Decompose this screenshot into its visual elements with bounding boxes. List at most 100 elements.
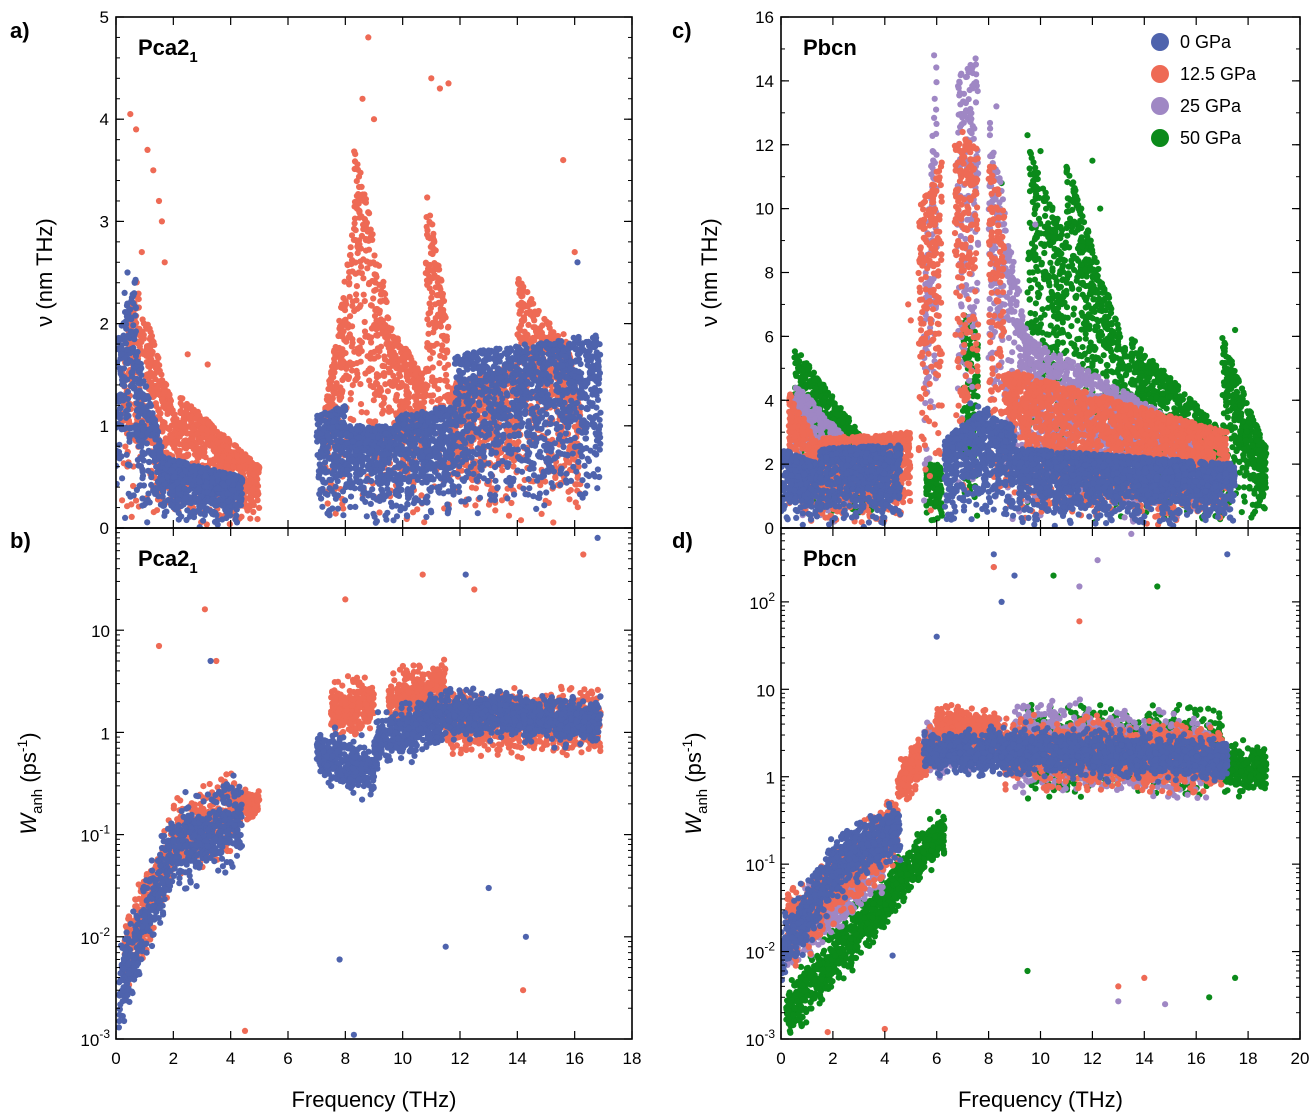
data-point — [144, 393, 151, 400]
data-point — [404, 373, 411, 380]
data-point — [360, 490, 367, 497]
data-point — [340, 512, 347, 519]
data-point — [372, 261, 379, 268]
data-point — [336, 431, 343, 438]
data-point — [342, 316, 349, 323]
data-point — [352, 151, 359, 158]
data-point — [139, 316, 146, 323]
data-point — [135, 413, 142, 420]
data-point — [393, 513, 401, 520]
data-point — [412, 371, 419, 378]
data-point — [240, 456, 247, 464]
data-point — [349, 438, 357, 445]
data-point — [385, 324, 392, 331]
data-point — [344, 439, 351, 446]
data-point — [403, 431, 410, 438]
data-point — [335, 463, 342, 470]
data-point — [429, 364, 436, 371]
data-point — [472, 502, 479, 509]
data-point — [219, 502, 226, 509]
data-point — [127, 493, 134, 500]
data-point — [439, 317, 446, 324]
data-point — [355, 200, 362, 207]
data-point — [195, 507, 202, 514]
data-point — [332, 483, 339, 490]
data-point — [424, 194, 431, 201]
data-point — [157, 448, 164, 455]
data-point — [140, 335, 147, 342]
data-point — [119, 497, 126, 504]
data-point — [245, 503, 252, 510]
outlier-point — [370, 116, 378, 123]
data-point — [347, 390, 354, 397]
data-point — [333, 438, 340, 445]
data-point — [349, 339, 356, 346]
data-point — [224, 445, 231, 452]
data-point — [166, 426, 173, 433]
data-point — [528, 296, 535, 303]
data-point — [182, 468, 189, 475]
data-point — [552, 473, 559, 480]
data-point — [244, 478, 251, 485]
data-point — [380, 394, 388, 401]
data-point — [224, 507, 231, 514]
data-point — [210, 500, 217, 507]
data-point — [120, 365, 128, 372]
data-point — [365, 367, 372, 374]
data-point — [432, 284, 439, 291]
data-point — [145, 363, 152, 370]
data-point — [329, 424, 336, 431]
data-point — [527, 311, 534, 318]
data-point — [238, 476, 245, 483]
data-point — [238, 513, 245, 520]
data-point — [427, 507, 434, 514]
data-point — [444, 501, 451, 508]
data-point — [154, 352, 161, 359]
data-point — [203, 521, 210, 528]
data-point — [139, 502, 146, 509]
data-point — [378, 324, 385, 331]
data-point — [574, 481, 581, 488]
data-point — [356, 344, 363, 351]
data-point — [359, 191, 366, 198]
data-point — [376, 348, 383, 355]
data-point — [127, 306, 134, 313]
data-point — [432, 430, 439, 437]
data-point — [370, 295, 377, 302]
data-point — [233, 494, 240, 501]
data-point — [363, 513, 370, 520]
data-point — [406, 474, 413, 481]
data-point — [437, 323, 444, 330]
data-point — [360, 256, 367, 263]
data-point — [188, 441, 195, 449]
data-point — [220, 471, 227, 478]
data-point — [433, 340, 440, 347]
data-point — [160, 453, 167, 461]
data-point — [427, 488, 434, 495]
data-point — [328, 377, 335, 384]
data-point — [347, 493, 355, 500]
data-point — [144, 496, 151, 504]
data-point — [449, 485, 457, 492]
data-point — [366, 466, 373, 473]
data-point — [426, 285, 433, 292]
data-point — [365, 246, 373, 253]
data-point — [136, 367, 144, 374]
data-point — [254, 516, 261, 523]
data-point — [437, 395, 444, 403]
data-point — [116, 455, 123, 462]
data-point — [201, 445, 208, 452]
data-point — [360, 291, 367, 298]
data-point — [122, 443, 129, 450]
data-point — [366, 377, 373, 384]
data-point — [340, 413, 348, 420]
data-point — [336, 407, 343, 414]
data-point — [353, 447, 360, 454]
data-point — [355, 191, 362, 198]
data-point — [150, 415, 157, 422]
data-point — [164, 408, 171, 415]
data-point — [427, 243, 434, 250]
data-point — [182, 442, 190, 449]
data-point — [199, 465, 206, 472]
data-point — [148, 332, 155, 340]
